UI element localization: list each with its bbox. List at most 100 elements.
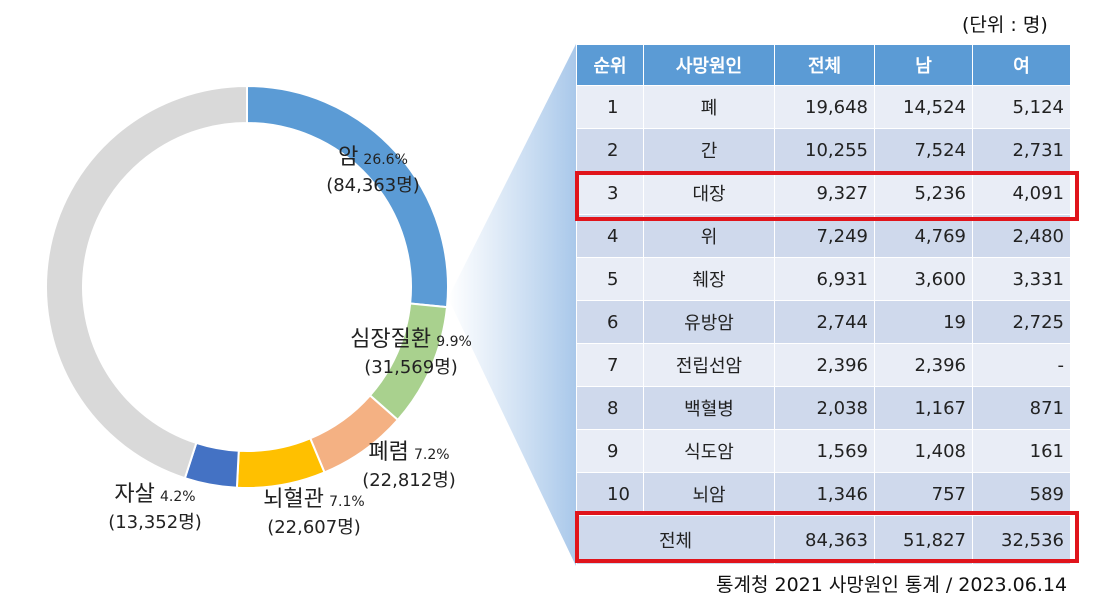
table-row: 3 대장 9,327 5,236 4,091 <box>576 171 1071 215</box>
table-row: 6 유방암 2,744 19 2,725 <box>576 300 1071 344</box>
total-cell: 9,327 <box>774 171 875 215</box>
table-row: 9 식도암 1,569 1,408 161 <box>576 429 1071 473</box>
column-header-female: 여 <box>972 44 1071 86</box>
table-row: 5 췌장 6,931 3,600 3,331 <box>576 257 1071 301</box>
female-cell: 589 <box>972 472 1071 516</box>
cause-cell: 간 <box>643 128 775 172</box>
unit-note: (단위 : 명) <box>962 14 1048 36</box>
cause-cell: 폐 <box>643 85 775 129</box>
rank-cell: 8 <box>576 386 644 430</box>
cause-cell: 식도암 <box>643 429 775 473</box>
slice-name: 심장질환 <box>350 327 432 352</box>
female-cell: 5,124 <box>972 85 1071 129</box>
table-row: 10 뇌암 1,346 757 589 <box>576 472 1071 516</box>
cause-cell: 대장 <box>643 171 775 215</box>
slice-label-pneumonia: 폐렴 7.2% (22,812명) <box>354 440 464 493</box>
total-cell: 2,744 <box>774 300 875 344</box>
female-cell: - <box>972 343 1071 387</box>
donut-chart <box>45 84 449 489</box>
male-cell: 7,524 <box>874 128 973 172</box>
column-header-male: 남 <box>874 44 973 86</box>
rank-cell: 5 <box>576 257 644 301</box>
cause-cell: 위 <box>643 214 775 258</box>
total-cell: 7,249 <box>774 214 875 258</box>
rank-cell: 10 <box>576 472 644 516</box>
cause-cell: 유방암 <box>643 300 775 344</box>
slice-percent: 7.2% <box>414 447 450 463</box>
total-cell: 1,346 <box>774 472 875 516</box>
male-cell: 51,827 <box>874 515 973 565</box>
rank-cell: 2 <box>576 128 644 172</box>
slice-label-suicide: 자살 4.2% (13,352명) <box>100 482 210 535</box>
female-cell: 3,331 <box>972 257 1071 301</box>
cause-cell: 전립선암 <box>643 343 775 387</box>
rank-cell: 4 <box>576 214 644 258</box>
slice-name: 암 <box>338 145 359 170</box>
total-cell: 2,396 <box>774 343 875 387</box>
male-cell: 2,396 <box>874 343 973 387</box>
column-header-total: 전체 <box>774 44 875 86</box>
slice-label-heart-disease: 심장질환 9.9% (31,569명) <box>336 327 486 380</box>
slice-label-cerebrovascular: 뇌혈관 7.1% (22,607명) <box>254 487 374 540</box>
slice-percent: 26.6% <box>363 152 408 168</box>
slice-percent: 7.1% <box>329 494 365 510</box>
female-cell: 2,731 <box>972 128 1071 172</box>
slice-name: 자살 <box>114 482 155 507</box>
cause-cell: 백혈병 <box>643 386 775 430</box>
column-header-rank: 순위 <box>576 44 644 86</box>
cancer-death-ranking-table: 순위 사망원인 전체 남 여 1 폐 19,648 14,524 5,124 2 간 10,2… <box>576 44 1071 565</box>
male-cell: 1,167 <box>874 386 973 430</box>
female-cell: 32,536 <box>972 515 1071 565</box>
slice-cerebrovascular <box>235 437 326 489</box>
table-row: 8 백혈병 2,038 1,167 871 <box>576 386 1071 430</box>
table-row: 7 전립선암 2,396 2,396- <box>576 343 1071 387</box>
total-cell: 19,648 <box>774 85 875 129</box>
column-header-cause: 사망원인 <box>643 44 775 86</box>
total-cell: 1,569 <box>774 429 875 473</box>
source-note: 통계청 2021 사망원인 통계 / 2023.06.14 <box>716 574 1068 596</box>
male-cell: 4,769 <box>874 214 973 258</box>
table-row: 4 위 7,249 4,769 2,480 <box>576 214 1071 258</box>
highlight-box-rank-3 <box>575 171 1079 221</box>
table-total-row: 전체 84,363 51,827 32,536 <box>576 515 1071 565</box>
cause-cell: 췌장 <box>643 257 775 301</box>
highlight-box-total-row <box>575 511 1079 563</box>
total-cell: 10,255 <box>774 128 875 172</box>
rank-cell: 6 <box>576 300 644 344</box>
total-cell: 6,931 <box>774 257 875 301</box>
slice-name: 뇌혈관 <box>263 487 325 512</box>
slice-percent: 4.2% <box>160 489 196 505</box>
female-cell: 4,091 <box>972 171 1071 215</box>
female-cell: 2,480 <box>972 214 1071 258</box>
total-cell: 84,363 <box>774 515 875 565</box>
table-body: 1 폐 19,648 14,524 5,124 2 간 10,255 7,524 2,731 3 대장… <box>576 85 1071 565</box>
rank-cell: 7 <box>576 343 644 387</box>
rank-cell: 1 <box>576 85 644 129</box>
table-header-row: 순위 사망원인 전체 남 여 <box>576 44 1071 86</box>
cause-cell: 뇌암 <box>643 472 775 516</box>
slice-count: (31,569명) <box>364 357 458 378</box>
female-cell: 2,725 <box>972 300 1071 344</box>
slice-name: 폐렴 <box>368 440 409 465</box>
table-row: 1 폐 19,648 14,524 5,124 <box>576 85 1071 129</box>
male-cell: 757 <box>874 472 973 516</box>
table-row: 2 간 10,255 7,524 2,731 <box>576 128 1071 172</box>
rank-cell: 3 <box>576 171 644 215</box>
slice-label-cancer: 암 26.6% (84,363명) <box>318 145 428 198</box>
male-cell: 19 <box>874 300 973 344</box>
male-cell: 3,600 <box>874 257 973 301</box>
callout-wedge <box>448 44 576 566</box>
slice-count: (13,352명) <box>108 512 202 533</box>
slice-percent: 9.9% <box>436 334 472 350</box>
slice-count: (22,607명) <box>267 517 361 538</box>
rank-cell: 9 <box>576 429 644 473</box>
slice-count: (84,363명) <box>326 175 420 196</box>
total-cell: 2,038 <box>774 386 875 430</box>
total-label-cell: 전체 <box>576 515 775 565</box>
male-cell: 14,524 <box>874 85 973 129</box>
female-cell: 871 <box>972 386 1071 430</box>
male-cell: 1,408 <box>874 429 973 473</box>
slice-count: (22,812명) <box>362 470 456 491</box>
